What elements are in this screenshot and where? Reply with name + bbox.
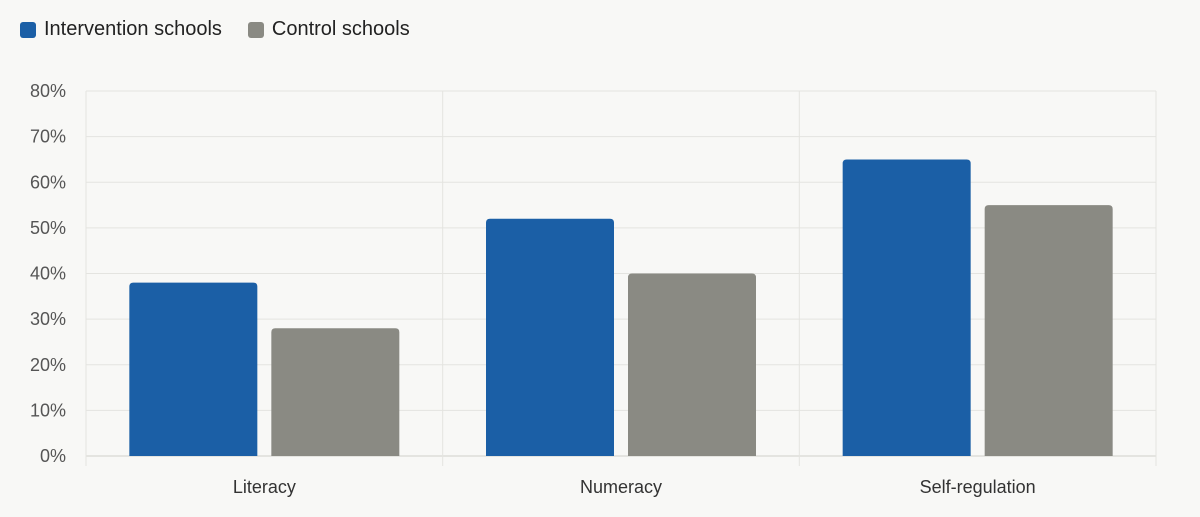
y-tick-label: 40% [30,264,66,284]
bar-control-literacy [271,328,400,456]
bar-intervention-literacy [129,282,258,456]
y-tick-label: 0% [40,446,66,466]
legend-item-control[interactable]: Control schools [247,18,410,41]
x-tick-label: Literacy [233,477,296,497]
y-tick-label: 30% [30,309,66,329]
y-tick-label: 60% [30,172,66,192]
legend-swatch-intervention [20,21,36,38]
legend-label-intervention: Intervention schools [44,18,222,40]
y-tick-label: 10% [30,400,66,420]
bar-control-numeracy [628,273,756,456]
bar-intervention-self-regulation [842,159,971,456]
y-tick-label: 50% [30,218,66,238]
legend-swatch-control [247,21,264,38]
bar-control-self-regulation [984,205,1113,456]
bar-intervention-numeracy [486,218,614,456]
legend-item-intervention[interactable]: Intervention schools [20,18,222,41]
y-tick-label: 80% [30,81,66,101]
legend: Intervention schools Control schools [20,18,410,41]
legend-label-control: Control schools [271,18,410,40]
y-tick-label: 20% [30,355,66,375]
y-tick-label: 70% [30,127,66,147]
x-tick-label: Numeracy [580,477,662,497]
x-tick-label: Self-regulation [920,477,1036,497]
